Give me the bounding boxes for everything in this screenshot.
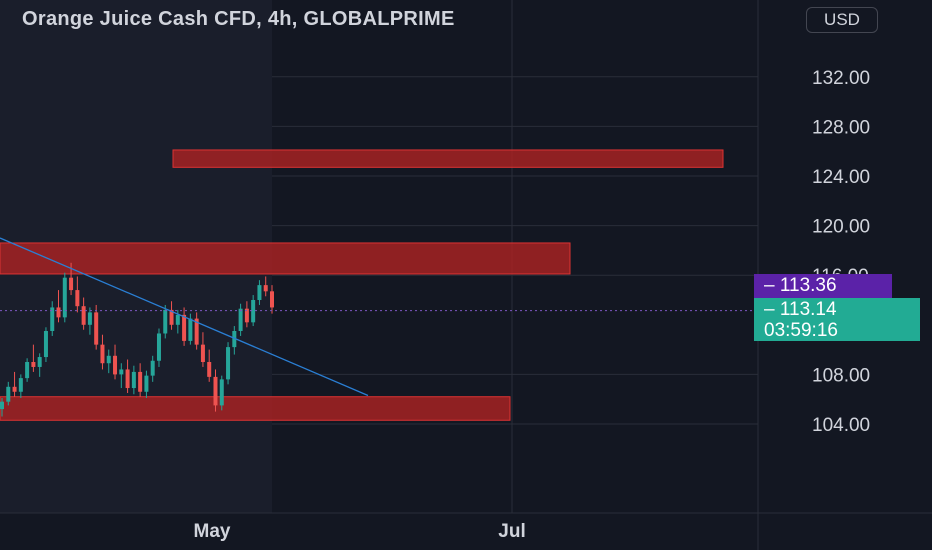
candle-body [12,386,17,392]
candle-body [257,285,262,300]
price-tag-last: – 113.14 03:59:16 [754,298,920,341]
candle-body [94,312,99,345]
x-tick-label: May [194,521,231,542]
y-tick-label: 120.00 [812,217,870,238]
candle-body [106,355,111,364]
candle-body [200,344,205,362]
y-tick-label: 124.00 [812,167,870,188]
zone-rect [0,242,571,275]
candle-body [62,277,67,318]
candle-body [213,376,218,406]
bar-countdown: 03:59:16 [764,320,838,341]
candle-body [188,318,193,341]
y-tick-label: 104.00 [812,415,870,436]
currency-button[interactable]: USD [806,7,878,33]
candle-body [50,307,55,331]
candle-body [113,355,118,375]
chart-title: Orange Juice Cash CFD, 4h, GLOBALPRIME [22,8,455,30]
candle-body [194,318,199,345]
candle-body [175,314,180,325]
y-tick-label: 128.00 [812,117,870,138]
candle-body [25,362,30,379]
y-tick-label: 132.00 [812,68,870,89]
candle-body [43,331,48,358]
price-tag-dash: – [764,299,780,320]
candle-body [251,300,256,323]
candle-body [156,333,161,361]
candle-body [69,277,74,291]
candle-body [75,290,80,307]
candle-body [150,360,155,376]
candle-body [31,362,36,367]
y-tick-label: 108.00 [812,365,870,386]
zone-rect [0,396,511,421]
x-tick-label: Jul [498,521,525,542]
zone-rect [172,149,724,168]
trend-line [0,237,369,397]
candle-body [232,331,237,348]
price-tag-level: – 113.36 [754,274,892,298]
candle-body [169,309,174,325]
candle-body [37,357,42,367]
candle-body [119,369,124,375]
candle-body [270,291,274,308]
candle-body [131,371,136,389]
candle-body [100,344,105,364]
price-tag-level-value: 113.36 [779,275,837,296]
candle-body [56,307,61,318]
candle-body [182,314,187,341]
candle-body [163,309,168,334]
candle-body [238,308,243,331]
candle-body [226,347,231,380]
candle-body [207,362,212,377]
candle-body [138,371,143,392]
candle-body [125,369,130,389]
candle-body [0,401,4,410]
candle-body [6,386,11,402]
candle-body [18,378,23,392]
candle-body [263,285,268,292]
candle-body [87,312,92,325]
candle-body [144,375,149,392]
price-tag-last-value: 113.14 [779,299,837,320]
price-tag-dash: – [764,275,780,296]
candle-body [81,306,86,325]
candle-body [244,308,249,323]
candle-body [219,379,224,406]
